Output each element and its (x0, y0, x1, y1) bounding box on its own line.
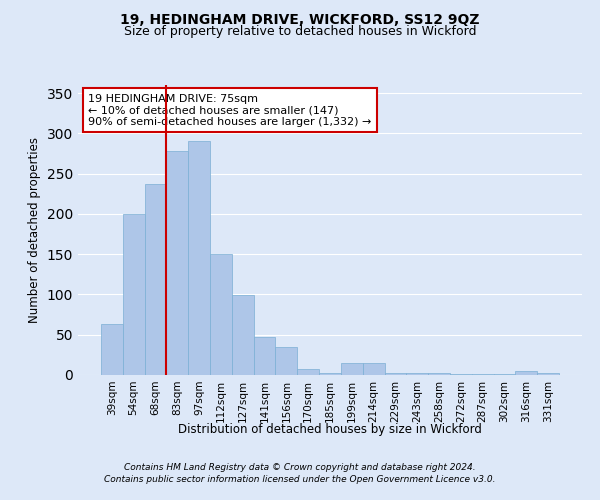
Text: Contains HM Land Registry data © Crown copyright and database right 2024.: Contains HM Land Registry data © Crown c… (124, 462, 476, 471)
Bar (254, 337, 275, 375)
Bar (166, 151, 188, 375)
Text: Size of property relative to detached houses in Wickford: Size of property relative to detached ho… (124, 25, 476, 38)
Bar (406, 374, 428, 375)
Text: Contains public sector information licensed under the Open Government Licence v3: Contains public sector information licen… (104, 475, 496, 484)
Bar (188, 140, 210, 375)
Bar (123, 214, 145, 375)
Bar (515, 371, 537, 375)
Bar (472, 374, 494, 375)
Bar (275, 347, 297, 375)
Bar (494, 374, 515, 375)
Bar (101, 324, 123, 375)
Bar (145, 184, 166, 375)
Bar (537, 374, 559, 375)
Text: Distribution of detached houses by size in Wickford: Distribution of detached houses by size … (178, 422, 482, 436)
Bar (297, 368, 319, 375)
Y-axis label: Number of detached properties: Number of detached properties (28, 137, 41, 323)
Bar (341, 363, 363, 375)
Bar (428, 374, 450, 375)
Bar (319, 372, 341, 375)
Bar (210, 254, 232, 375)
Bar (450, 374, 472, 375)
Bar (232, 295, 254, 375)
Bar (363, 363, 385, 375)
Text: 19, HEDINGHAM DRIVE, WICKFORD, SS12 9QZ: 19, HEDINGHAM DRIVE, WICKFORD, SS12 9QZ (120, 12, 480, 26)
Bar (385, 372, 406, 375)
Text: 19 HEDINGHAM DRIVE: 75sqm
← 10% of detached houses are smaller (147)
90% of semi: 19 HEDINGHAM DRIVE: 75sqm ← 10% of detac… (88, 94, 371, 127)
